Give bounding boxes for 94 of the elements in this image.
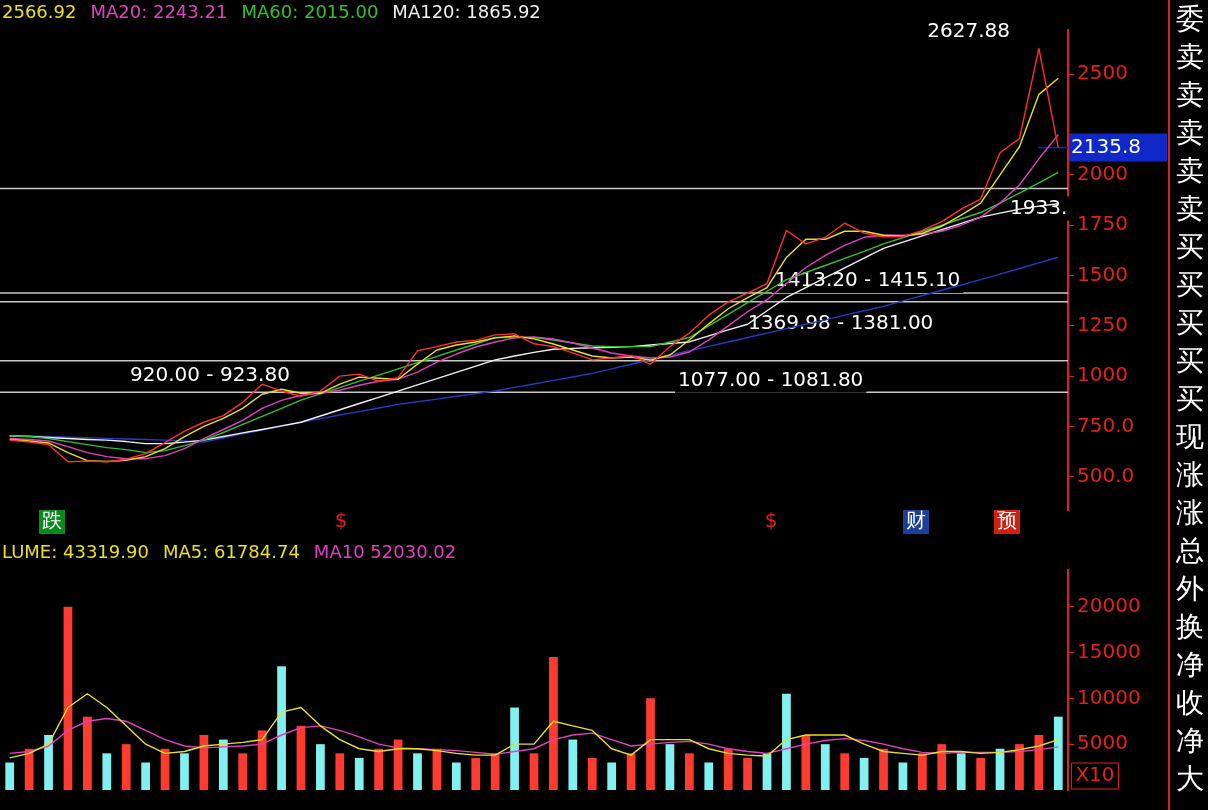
bar [471, 757, 481, 790]
y-tick-label: 1750 [1077, 211, 1128, 236]
text: 涨 [1175, 495, 1205, 531]
bar [413, 753, 422, 790]
y-tick-label: 20000 [1077, 592, 1141, 617]
bar [646, 698, 655, 790]
text: 卖 [1175, 115, 1205, 151]
text: 换 [1175, 609, 1205, 645]
bar [218, 739, 228, 790]
text: MA20: 2243.21 [90, 0, 228, 22]
bar [510, 707, 519, 790]
bar [335, 753, 345, 790]
y-tick-label: 750.0 [1077, 412, 1135, 437]
bar [549, 657, 558, 790]
bar [898, 762, 908, 790]
bar [354, 757, 364, 790]
text: MA10 52030.02 [313, 540, 457, 562]
bar [937, 744, 947, 790]
y-tick-label: 2500 [1077, 60, 1128, 85]
text: 买 [1175, 305, 1205, 341]
bar [801, 735, 811, 790]
text: 涨 [1175, 457, 1205, 493]
bar [607, 762, 617, 790]
annotation: $ [764, 508, 778, 533]
bar [976, 757, 985, 790]
bar [529, 753, 539, 790]
bar [374, 748, 384, 790]
text: 买 [1175, 229, 1205, 265]
bar [704, 762, 714, 790]
text: LUME: 43319.90 [2, 540, 149, 562]
text: 卖 [1175, 153, 1205, 189]
bar [83, 716, 92, 790]
annotation: 财 [906, 508, 926, 533]
bar [257, 730, 267, 790]
bar [684, 753, 694, 790]
bar [277, 666, 286, 790]
text: 买 [1175, 343, 1205, 379]
ref-line-label: 2135.8 [1071, 133, 1141, 158]
bar [859, 757, 869, 790]
y-tick-label: 2000 [1077, 161, 1128, 186]
text: X10 [1075, 762, 1115, 787]
y-tick-label: 10000 [1077, 684, 1141, 709]
bar [1015, 744, 1024, 790]
bar [568, 739, 578, 790]
bar [141, 762, 151, 790]
text: 大 [1175, 761, 1205, 797]
bar [723, 748, 733, 790]
annotation: $ [334, 508, 348, 533]
annotation: 跌 [42, 508, 62, 533]
text: 总 [1175, 533, 1205, 569]
text: 现 [1175, 419, 1205, 455]
text: 净 [1175, 647, 1205, 683]
bar [743, 757, 752, 790]
text: 净 [1175, 723, 1205, 759]
bar [665, 744, 675, 790]
text: 外 [1175, 571, 1205, 607]
bar [102, 753, 112, 790]
y-tick-label: 15000 [1077, 638, 1141, 663]
text: 2566.92 [2, 0, 77, 22]
bar [238, 753, 248, 790]
text: 买 [1175, 267, 1205, 303]
annotation: 2627.88 [927, 18, 1010, 43]
bar [782, 693, 791, 790]
bar [44, 735, 53, 790]
bar [180, 753, 189, 790]
y-tick-label: 5000 [1077, 730, 1128, 755]
ref-line-label: 920.00 - 923.80 [130, 362, 290, 387]
text: MA60: 2015.00 [241, 0, 379, 22]
bar [587, 757, 597, 790]
y-tick-label: 500.0 [1077, 463, 1135, 487]
annotation: 预 [997, 508, 1017, 533]
text: 卖 [1175, 191, 1205, 227]
text: 卖 [1175, 39, 1205, 75]
text: MA5: 61784.74 [162, 540, 300, 562]
text: 买 [1175, 381, 1205, 417]
bar [121, 744, 131, 790]
text: 卖 [1175, 77, 1205, 113]
ref-line-label: 1077.00 - 1081.80 [678, 366, 864, 391]
bar [879, 748, 888, 790]
y-tick-label: 1250 [1077, 312, 1128, 337]
bar [820, 744, 830, 790]
text: 收 [1175, 685, 1205, 721]
bar [840, 753, 850, 790]
bar [490, 753, 500, 790]
text: MA120: 1865.92 [392, 0, 541, 22]
y-tick-label: 1500 [1077, 261, 1128, 286]
bar [1053, 716, 1063, 790]
bar [5, 762, 15, 790]
bar [451, 762, 461, 790]
y-tick-label: 1000 [1077, 362, 1128, 387]
bar [918, 753, 927, 790]
text: 委 [1175, 1, 1205, 37]
bar [316, 744, 325, 790]
bar [956, 753, 966, 790]
